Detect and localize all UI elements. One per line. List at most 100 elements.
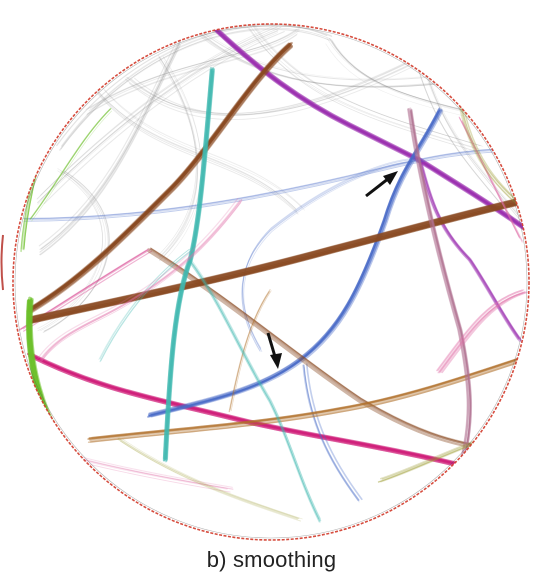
gray-bundle-strand bbox=[134, 57, 425, 115]
pink-bundle-strand bbox=[438, 291, 526, 374]
gray-bundle-strand bbox=[421, 59, 523, 221]
blue-bundle-strand bbox=[242, 158, 422, 350]
green-bundle-strand bbox=[23, 132, 48, 250]
brown-bundle-strand bbox=[150, 248, 503, 451]
teal-bundle-strand bbox=[165, 71, 214, 463]
gray-bundle-strand bbox=[56, 24, 328, 147]
pink-bundle-strand bbox=[437, 292, 524, 374]
olive-bundle-strand bbox=[379, 437, 482, 480]
olive-bundle-strand bbox=[117, 438, 299, 519]
gray-bundle-strand bbox=[415, 61, 517, 223]
blue-bundle-strand bbox=[303, 364, 360, 501]
gray-bundle-strand bbox=[43, 170, 110, 332]
teal-bundle-strand bbox=[190, 258, 321, 519]
pink-bundle-strand bbox=[459, 117, 521, 239]
orange-bundle-strand bbox=[228, 291, 270, 413]
purple-bundle-strand bbox=[417, 156, 520, 340]
pink-bundle-strand bbox=[437, 289, 525, 372]
mauve-bundle-strand bbox=[409, 110, 471, 473]
gray-bundle-strand bbox=[127, 56, 419, 115]
olive-bundle-strand bbox=[381, 438, 483, 480]
node-ring bbox=[12, 23, 530, 541]
pink-bundle-strand bbox=[81, 456, 233, 488]
orange-bundle-strand bbox=[229, 291, 271, 413]
purple-bundle-strand bbox=[214, 27, 529, 232]
gray-bundle-strand bbox=[59, 29, 331, 151]
blue-bundle-strand bbox=[146, 110, 440, 418]
gray-bundle-strand bbox=[37, 32, 278, 205]
purple-bundle-strand bbox=[211, 26, 528, 232]
gray-bundle-strand bbox=[422, 58, 524, 220]
purple-bundle-strand bbox=[213, 25, 529, 230]
gray-bundle-strand bbox=[325, 43, 497, 125]
blue-bundle-strand bbox=[303, 366, 360, 503]
gray-bundle-strand bbox=[329, 38, 501, 120]
blue-bundle-strand bbox=[242, 157, 422, 349]
gray-bundle-strand bbox=[39, 41, 181, 253]
gray-bundle-strand bbox=[194, 26, 436, 81]
gray-bundle-strand bbox=[196, 25, 437, 80]
gray-bundle-strand bbox=[37, 30, 279, 204]
green-bundle-strand bbox=[30, 107, 112, 220]
teal-bundle-strand bbox=[99, 250, 191, 363]
arrow-icon-lower bbox=[266, 332, 282, 369]
orange-bundle-strand bbox=[91, 356, 524, 440]
blue-bundle-strand bbox=[243, 161, 423, 352]
gray-bundle-strand bbox=[43, 31, 285, 205]
orange-bundle-strand bbox=[229, 289, 271, 411]
pink-bundle-strand bbox=[461, 120, 523, 242]
olive-bundle-strand bbox=[119, 440, 301, 522]
gray-bundle-strand bbox=[38, 35, 180, 247]
brown-bundle-strand bbox=[27, 42, 290, 310]
teal-bundle-strand bbox=[165, 67, 215, 460]
blue-bundle-strand bbox=[150, 109, 444, 418]
gray-bundle-strand bbox=[124, 58, 416, 116]
gray-bundle-strand bbox=[249, 24, 481, 146]
teal-bundle-strand bbox=[162, 68, 213, 462]
gray-bundle-strand bbox=[419, 57, 521, 219]
mauve-bundle-strand bbox=[407, 108, 469, 471]
brown-bundle-strand bbox=[28, 43, 292, 311]
pink-bundle-strand bbox=[39, 200, 241, 362]
orange-bundle-strand bbox=[87, 361, 520, 444]
purple-bundle-strand bbox=[418, 159, 521, 342]
pink-bundle-strand bbox=[458, 116, 520, 238]
mauve-bundle-strand bbox=[410, 109, 471, 471]
pink-bundle-strand bbox=[436, 289, 523, 372]
gray-bundle-strand bbox=[85, 28, 297, 111]
pink-bundle-strand bbox=[459, 116, 521, 238]
pink-bundle-strand bbox=[39, 199, 240, 361]
brown-bundle-strand bbox=[29, 44, 293, 313]
green-bundle-strand bbox=[31, 110, 112, 222]
gray-bundle-strand bbox=[95, 88, 296, 210]
blue-bundle-strand bbox=[23, 147, 520, 220]
mauve-bundle-strand bbox=[410, 108, 473, 472]
olive-bundle-strand bbox=[377, 441, 480, 483]
gray-bundle-strand bbox=[128, 62, 420, 121]
orange-bundle-strand bbox=[88, 357, 520, 439]
orange-bundle-strand bbox=[230, 290, 272, 412]
gray-bundle-strand bbox=[163, 60, 203, 261]
olive-bundle-strand bbox=[118, 437, 300, 520]
gray-bundle-strand bbox=[125, 56, 417, 114]
gray-bundle-strand bbox=[130, 58, 422, 116]
olive-bundle-strand bbox=[380, 440, 482, 483]
gray-bundle-strand bbox=[250, 24, 482, 147]
bundled-graph-svg bbox=[0, 23, 530, 541]
neighbor-figure-fragment bbox=[0, 234, 4, 291]
brown-bundle-strand bbox=[31, 196, 529, 319]
gray-bundle-strand bbox=[195, 32, 437, 87]
gray-bundle-strand bbox=[61, 24, 333, 147]
olive-bundle-strand bbox=[377, 441, 480, 483]
pink-bundle-strand bbox=[77, 457, 228, 489]
blue-bundle-strand bbox=[25, 148, 521, 219]
blue-bundle-strand bbox=[305, 363, 363, 501]
brown-bundle-strand bbox=[27, 200, 527, 324]
teal-bundle-strand bbox=[163, 69, 213, 462]
gray-bundle-strand bbox=[415, 61, 517, 223]
gray-bundle-strand bbox=[88, 28, 299, 109]
pink-bundle-strand bbox=[82, 458, 234, 490]
gray-bundle-strand bbox=[40, 24, 281, 196]
magenta-bundle-strand bbox=[29, 352, 482, 470]
blue-bundle-strand bbox=[23, 150, 520, 222]
